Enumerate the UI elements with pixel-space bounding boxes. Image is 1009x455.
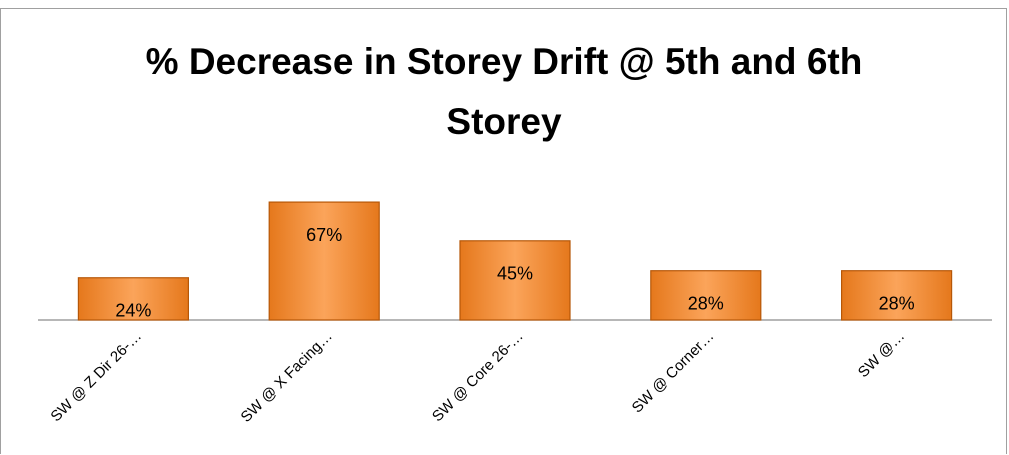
data-label: 28% <box>879 293 915 313</box>
x-tick-label: SW @ Core 26-… <box>429 328 527 426</box>
data-label: 67% <box>306 225 342 245</box>
data-label: 24% <box>115 301 151 321</box>
bar <box>840 270 953 321</box>
data-label: 28% <box>688 293 724 313</box>
bar <box>268 201 380 321</box>
bar <box>650 270 762 321</box>
chart-frame <box>0 8 1007 454</box>
x-tick-label: SW @ Corner… <box>629 328 718 417</box>
data-label: 45% <box>497 264 533 284</box>
bar <box>77 277 190 321</box>
x-tick-label: SW @ X Facing… <box>238 328 336 426</box>
x-tick-label: SW @ Z Dir 26-… <box>47 328 145 426</box>
bar <box>459 240 571 321</box>
chart-title: % Decrease in Storey Drift @ 5th and 6th… <box>145 41 863 142</box>
x-tick-label: SW @… <box>855 328 908 381</box>
